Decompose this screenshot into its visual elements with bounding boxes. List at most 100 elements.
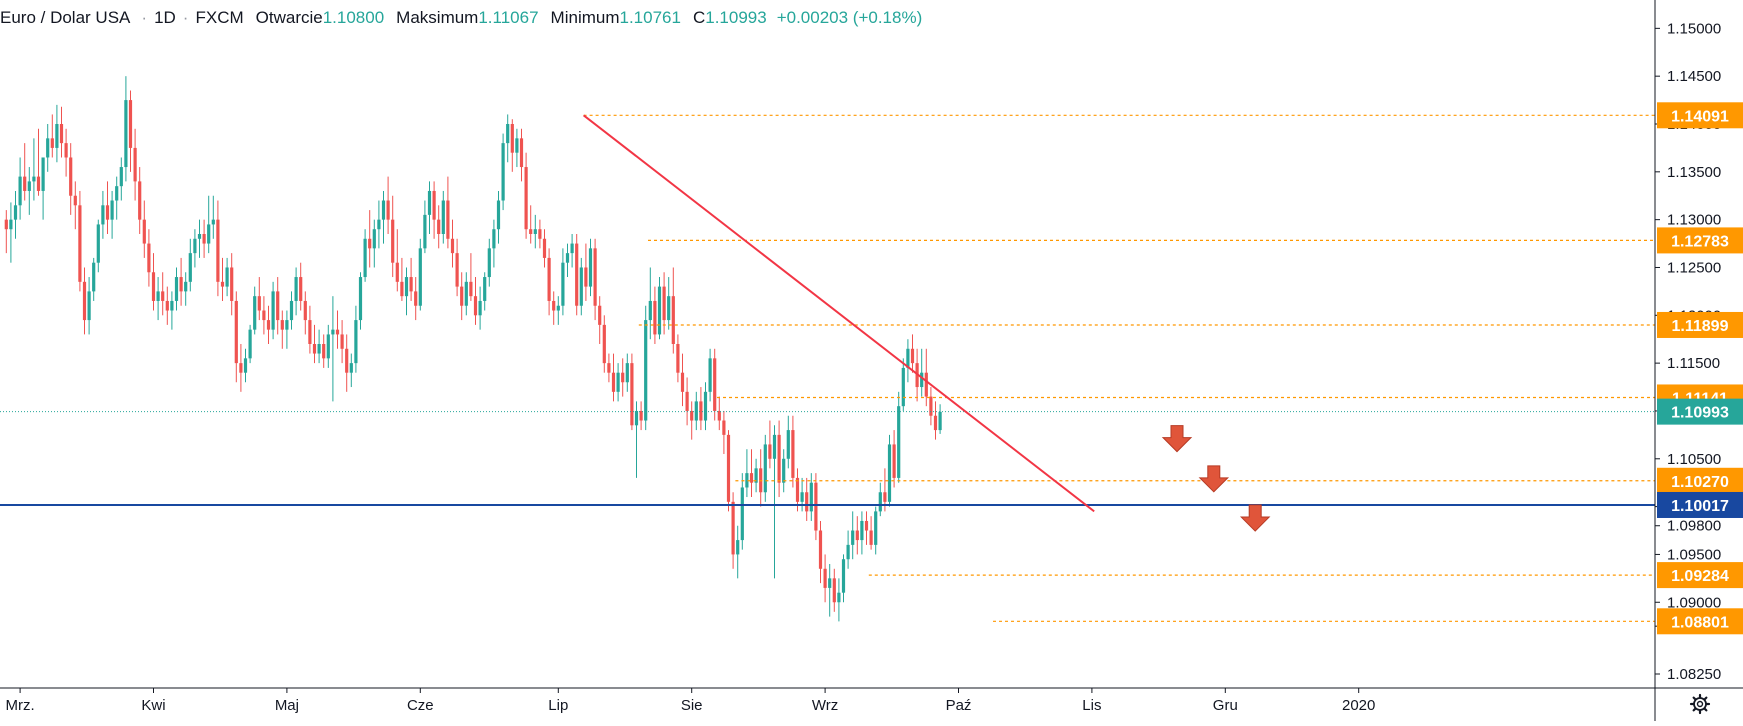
candle-body: [147, 243, 151, 273]
price-tick-label: 1.09000: [1667, 594, 1721, 611]
candle: [257, 277, 261, 321]
candle: [69, 143, 73, 215]
candle-body: [280, 320, 284, 330]
candle: [662, 272, 666, 335]
candle: [423, 200, 427, 254]
candle: [354, 305, 358, 373]
candle-body: [437, 219, 441, 234]
candle-body: [575, 243, 579, 306]
candle-body: [722, 420, 726, 435]
candle-body: [625, 363, 629, 383]
candle: [18, 157, 22, 220]
candle: [602, 315, 606, 373]
candle: [625, 353, 629, 392]
candle-body: [814, 482, 818, 531]
candle: [115, 176, 119, 220]
gear-icon[interactable]: [1689, 693, 1711, 715]
candle-body: [312, 344, 317, 354]
candle: [128, 90, 133, 172]
candle: [690, 401, 694, 440]
level-price-label-bg: [1657, 608, 1743, 635]
candle: [501, 133, 505, 211]
open-value: 1.10800: [322, 8, 385, 27]
candle: [621, 358, 625, 397]
candle-body: [920, 372, 924, 388]
level-price-label-text: 1.11899: [1672, 318, 1729, 335]
down-arrow-icon: [1198, 465, 1230, 493]
interval-label[interactable]: 1D: [154, 8, 176, 27]
candle-body: [27, 181, 31, 191]
level-price-label: 1.14091: [1657, 102, 1743, 129]
candle-body: [326, 334, 330, 359]
candle-body: [621, 372, 625, 383]
candle-body: [860, 520, 864, 541]
candle-body: [464, 281, 468, 306]
candle: [243, 348, 248, 383]
candle-body: [795, 477, 800, 502]
candle: [248, 324, 252, 364]
candle: [745, 449, 749, 498]
candle: [27, 167, 31, 215]
price-tick-label: 1.09500: [1667, 546, 1721, 563]
candle-body: [432, 190, 436, 220]
candle-body: [207, 224, 211, 244]
candle: [377, 200, 381, 249]
candle: [345, 334, 349, 392]
candle-body: [197, 234, 202, 239]
candle: [524, 152, 528, 239]
candle: [837, 578, 841, 622]
candle-body: [156, 291, 160, 301]
candle-body: [276, 291, 280, 321]
candle: [110, 190, 114, 239]
candle-body: [211, 219, 215, 225]
candle: [616, 363, 620, 402]
candle: [59, 106, 64, 158]
candle-body: [216, 219, 220, 282]
candle-body: [731, 501, 735, 555]
candle-body: [174, 277, 179, 301]
last-price-label: 1.10993: [1657, 398, 1743, 425]
candle: [96, 219, 100, 273]
candle: [538, 219, 542, 249]
time-tick-label: Maj: [275, 697, 299, 714]
time-tick-label: Gru: [1213, 697, 1238, 714]
candle: [607, 353, 611, 383]
candle-body: [303, 300, 307, 321]
candle: [322, 334, 326, 368]
levels-layer: [0, 114, 1655, 622]
legend-separator: ·: [182, 8, 189, 27]
candle-body: [828, 578, 832, 588]
candle: [312, 324, 317, 364]
candle-body: [460, 286, 464, 306]
candle-body: [726, 434, 731, 502]
candle-body: [105, 205, 110, 220]
candle: [860, 511, 864, 555]
candle-body: [41, 157, 45, 191]
candle: [933, 401, 938, 440]
candle-body: [418, 248, 422, 306]
support-price-label: 1.10017: [1657, 491, 1743, 518]
candle-body: [501, 143, 505, 201]
time-tick-label: Lip: [548, 697, 568, 714]
symbol-name[interactable]: Euro / Dolar USA: [0, 8, 131, 27]
close-label: C: [692, 8, 706, 27]
candle: [414, 277, 418, 321]
candle: [855, 516, 859, 555]
candle: [36, 128, 41, 196]
candle: [671, 267, 675, 354]
candle-body: [556, 305, 560, 311]
candle-body: [749, 473, 754, 483]
candle-body: [36, 176, 41, 191]
low-label: Minimum: [550, 8, 620, 27]
time-tick-label: Lis: [1082, 697, 1101, 714]
candle-body: [285, 320, 289, 330]
change-value: +0.00203 (+0.18%): [776, 8, 923, 27]
candle: [156, 277, 160, 321]
candle-body: [837, 592, 841, 603]
candle-body: [864, 520, 869, 531]
candle: [92, 257, 96, 301]
candle-body: [59, 124, 64, 144]
candle: [216, 200, 220, 297]
